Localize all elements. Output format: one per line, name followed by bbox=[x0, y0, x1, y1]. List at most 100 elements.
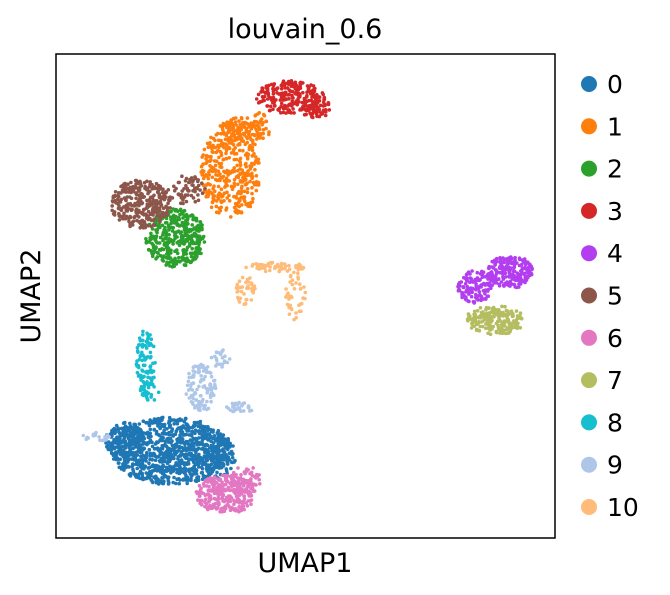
cluster-1-point bbox=[234, 175, 239, 179]
cluster-7-point bbox=[508, 324, 512, 329]
cluster-1-point bbox=[242, 189, 247, 194]
cluster-10-point bbox=[279, 262, 284, 267]
cluster-6-point bbox=[249, 502, 253, 507]
cluster-6-point bbox=[220, 480, 224, 485]
cluster-1-point bbox=[241, 148, 245, 153]
cluster-5-point bbox=[143, 225, 147, 230]
cluster-0-point bbox=[184, 439, 188, 444]
cluster-1-point bbox=[209, 135, 213, 140]
cluster-2-point bbox=[171, 225, 175, 230]
cluster-1-point bbox=[227, 199, 232, 203]
cluster-5-point bbox=[154, 186, 158, 190]
cluster-2-points bbox=[144, 207, 207, 269]
cluster-0-point bbox=[194, 437, 199, 442]
cluster-10-point bbox=[263, 269, 268, 274]
cluster-1-point bbox=[241, 139, 246, 143]
cluster-1-point bbox=[216, 169, 221, 174]
cluster-7-point bbox=[517, 316, 522, 320]
cluster-10-point bbox=[298, 282, 302, 287]
cluster-0-point bbox=[193, 431, 197, 436]
cluster-2-point bbox=[201, 234, 206, 239]
cluster-0-point bbox=[151, 451, 156, 456]
cluster-7-point bbox=[491, 305, 496, 310]
cluster-9-point bbox=[212, 385, 217, 390]
cluster-0-point bbox=[181, 424, 185, 428]
cluster-1-point bbox=[247, 129, 252, 134]
cluster-3-point bbox=[310, 95, 314, 99]
cluster-5-point bbox=[127, 195, 132, 199]
cluster-6-point bbox=[258, 482, 262, 486]
cluster-1-point bbox=[248, 179, 252, 184]
cluster-10-point bbox=[279, 265, 284, 270]
cluster-5-point bbox=[130, 187, 135, 191]
cluster-1-point bbox=[214, 199, 219, 203]
cluster-8-point bbox=[149, 381, 154, 386]
cluster-8-point bbox=[135, 345, 140, 350]
cluster-4-point bbox=[483, 288, 488, 292]
cluster-3-point bbox=[279, 111, 283, 115]
cluster-1-point bbox=[219, 175, 223, 180]
cluster-5-point bbox=[128, 221, 132, 226]
cluster-4-point bbox=[523, 266, 527, 271]
cluster-2-point bbox=[171, 213, 176, 218]
cluster-3-point bbox=[277, 92, 281, 96]
cluster-10-point bbox=[268, 265, 272, 269]
cluster-6-point bbox=[237, 476, 241, 481]
cluster-2-point bbox=[171, 242, 175, 246]
cluster-2-point bbox=[167, 233, 171, 237]
cluster-0-point bbox=[221, 438, 226, 443]
cluster-0-point bbox=[146, 435, 151, 440]
cluster-1-point bbox=[202, 169, 206, 174]
cluster-5-point bbox=[188, 177, 192, 182]
cluster-1-point bbox=[255, 112, 260, 116]
cluster-5-point bbox=[181, 196, 185, 201]
cluster-4-point bbox=[473, 277, 477, 282]
cluster-2-point bbox=[147, 240, 151, 244]
cluster-5-point bbox=[166, 201, 170, 205]
cluster-4-point bbox=[485, 273, 490, 277]
cluster-4-point bbox=[499, 280, 504, 284]
cluster-9-point bbox=[209, 355, 214, 360]
cluster-4-point bbox=[463, 281, 468, 286]
cluster-5-point bbox=[117, 218, 122, 222]
cluster-5-point bbox=[117, 198, 122, 203]
cluster-1-point bbox=[250, 191, 254, 196]
cluster-9-point bbox=[204, 368, 209, 373]
cluster-5-point bbox=[144, 206, 149, 210]
cluster-1-point bbox=[221, 157, 226, 162]
cluster-1-point bbox=[261, 127, 266, 132]
cluster-5-point bbox=[200, 181, 204, 185]
cluster-3-point bbox=[260, 88, 265, 92]
cluster-7-point bbox=[505, 326, 510, 330]
cluster-1-point bbox=[219, 131, 223, 136]
cluster-5-point bbox=[142, 180, 147, 185]
cluster-2-point bbox=[191, 227, 195, 232]
cluster-2-point bbox=[196, 237, 201, 241]
cluster-6-point bbox=[221, 492, 225, 497]
cluster-1-point bbox=[213, 189, 217, 194]
cluster-4-point bbox=[512, 282, 517, 287]
cluster-2-point bbox=[161, 247, 166, 252]
cluster-0-point bbox=[186, 457, 191, 461]
cluster-1-point bbox=[238, 172, 242, 177]
cluster-4-point bbox=[470, 286, 475, 291]
cluster-6-point bbox=[248, 471, 252, 476]
cluster-1-point bbox=[244, 177, 248, 182]
cluster-6-point bbox=[216, 492, 221, 497]
cluster-4-point bbox=[526, 273, 531, 278]
plot-frame bbox=[55, 53, 556, 539]
cluster-1-point bbox=[250, 161, 254, 166]
cluster-9-point bbox=[213, 382, 217, 387]
cluster-5-point bbox=[135, 218, 139, 223]
cluster-0-point bbox=[230, 452, 234, 457]
cluster-9-point bbox=[231, 404, 235, 409]
cluster-10-point bbox=[282, 262, 287, 266]
cluster-10-point bbox=[285, 302, 290, 307]
cluster-2-point bbox=[174, 230, 178, 235]
cluster-3-point bbox=[305, 90, 309, 94]
cluster-1-point bbox=[204, 194, 208, 199]
cluster-2-point bbox=[182, 263, 187, 267]
cluster-4-point bbox=[492, 281, 496, 285]
cluster-1-point bbox=[237, 204, 241, 209]
cluster-6-point bbox=[232, 498, 236, 503]
